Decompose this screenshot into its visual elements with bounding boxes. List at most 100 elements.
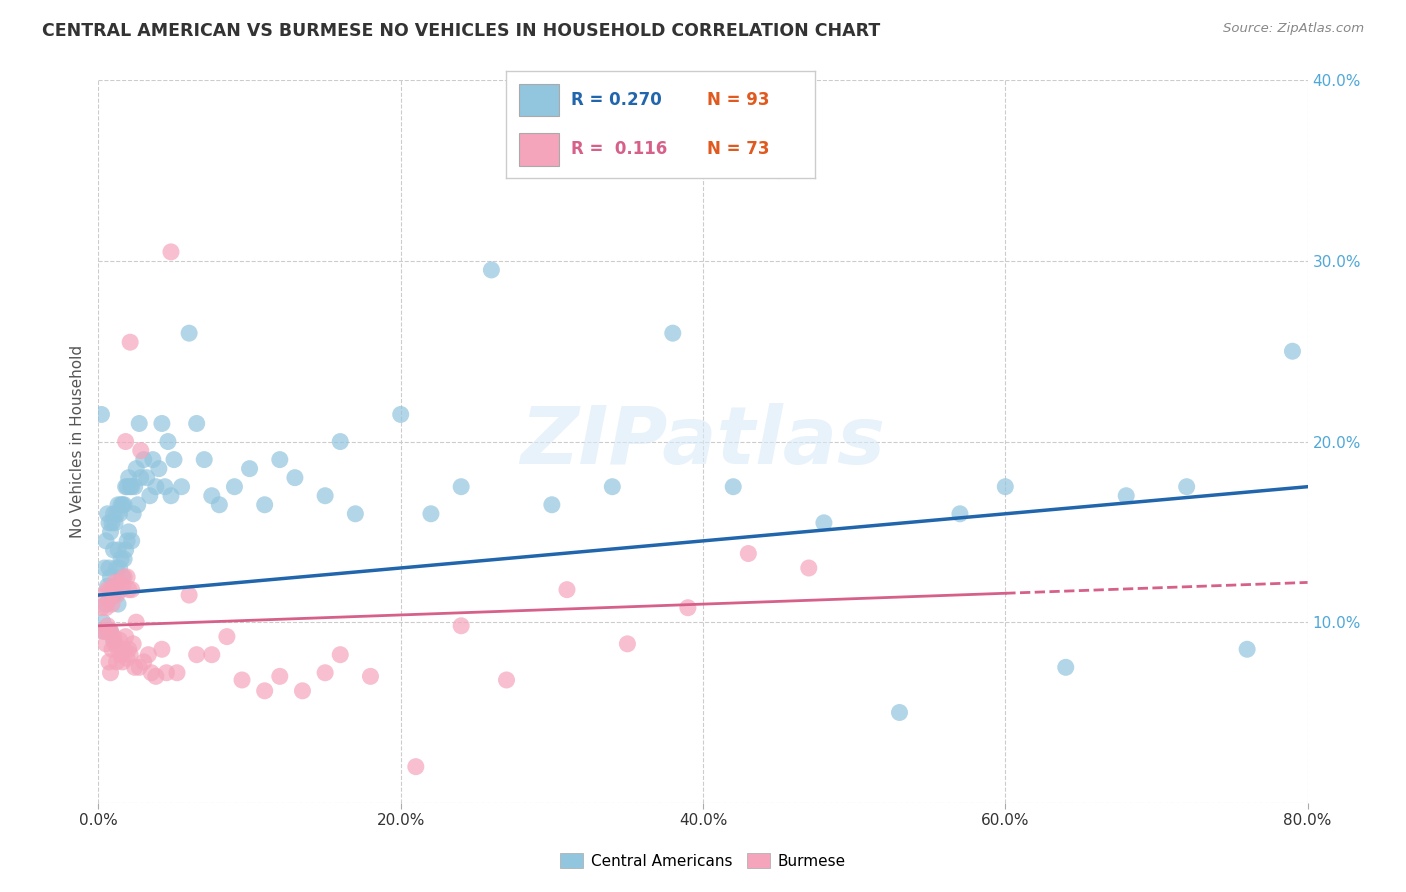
Point <box>125 461 148 475</box>
Point <box>93 561 115 575</box>
Point <box>145 669 167 683</box>
Point <box>104 579 127 593</box>
Point <box>768 163 790 178</box>
Point <box>1281 344 1303 359</box>
Point <box>231 673 253 687</box>
Point <box>132 655 155 669</box>
Point <box>101 597 124 611</box>
Point <box>111 570 134 584</box>
Point <box>103 542 125 557</box>
Point <box>136 648 159 662</box>
Point <box>111 655 134 669</box>
Point <box>889 706 911 720</box>
Point <box>94 600 117 615</box>
Point <box>112 552 135 566</box>
Point <box>105 588 128 602</box>
Point <box>103 630 125 644</box>
Text: ZIPatlas: ZIPatlas <box>520 402 886 481</box>
Point <box>98 561 121 575</box>
Point <box>1054 660 1077 674</box>
Point <box>91 615 114 630</box>
Point <box>291 683 314 698</box>
Point <box>193 452 215 467</box>
Point <box>98 624 121 639</box>
Point <box>103 582 125 597</box>
Legend: Central Americans, Burmese: Central Americans, Burmese <box>554 847 852 875</box>
Point <box>201 489 224 503</box>
Point <box>128 417 150 431</box>
Point <box>105 561 128 575</box>
Point <box>115 480 138 494</box>
Point <box>179 588 201 602</box>
Point <box>100 665 122 680</box>
Point <box>112 570 135 584</box>
Point <box>389 408 412 422</box>
Point <box>813 516 835 530</box>
Point <box>284 471 307 485</box>
Point <box>150 417 173 431</box>
Point <box>1175 480 1198 494</box>
Point <box>314 665 336 680</box>
Point <box>110 648 132 662</box>
Point <box>129 471 152 485</box>
Point <box>253 683 276 698</box>
Point <box>107 642 129 657</box>
Point <box>1115 489 1137 503</box>
Text: R = 0.270: R = 0.270 <box>571 91 662 109</box>
Point <box>142 452 165 467</box>
Point <box>121 582 143 597</box>
Point <box>115 533 138 548</box>
Point <box>90 408 112 422</box>
Point <box>101 516 124 530</box>
FancyBboxPatch shape <box>519 134 558 166</box>
Point <box>253 498 276 512</box>
Point <box>114 542 136 557</box>
Point <box>94 637 117 651</box>
Point <box>420 507 443 521</box>
Point <box>186 417 208 431</box>
Point <box>93 624 115 639</box>
Point <box>616 637 638 651</box>
Y-axis label: No Vehicles in Household: No Vehicles in Household <box>70 345 86 538</box>
Point <box>153 480 176 494</box>
Point <box>540 498 562 512</box>
Point <box>155 665 177 680</box>
Point <box>118 642 141 657</box>
Point <box>166 665 188 680</box>
Point <box>135 471 157 485</box>
Point <box>96 507 118 521</box>
Point <box>108 579 131 593</box>
Point <box>107 575 129 590</box>
Point <box>186 648 208 662</box>
Point <box>329 648 352 662</box>
Point <box>111 498 134 512</box>
Point <box>101 588 124 602</box>
Point <box>111 579 134 593</box>
Point <box>160 244 183 259</box>
Point <box>114 630 136 644</box>
Point <box>103 507 125 521</box>
Point <box>1236 642 1258 657</box>
Point <box>163 452 186 467</box>
Point <box>124 660 146 674</box>
Point <box>107 597 129 611</box>
Text: Source: ZipAtlas.com: Source: ZipAtlas.com <box>1223 22 1364 36</box>
Point <box>148 461 170 475</box>
Text: CENTRAL AMERICAN VS BURMESE NO VEHICLES IN HOUSEHOLD CORRELATION CHART: CENTRAL AMERICAN VS BURMESE NO VEHICLES … <box>42 22 880 40</box>
Point <box>98 516 121 530</box>
Point <box>90 600 112 615</box>
Point <box>122 507 145 521</box>
Point <box>314 489 336 503</box>
Point <box>676 600 699 615</box>
Point <box>661 326 683 340</box>
Point <box>737 547 759 561</box>
Point <box>118 524 141 539</box>
Point <box>108 633 131 648</box>
Text: N = 93: N = 93 <box>707 91 769 109</box>
Point <box>93 624 115 639</box>
Point <box>105 507 128 521</box>
Point <box>98 624 121 639</box>
Point <box>495 673 517 687</box>
Point <box>139 489 162 503</box>
Point <box>128 660 150 674</box>
